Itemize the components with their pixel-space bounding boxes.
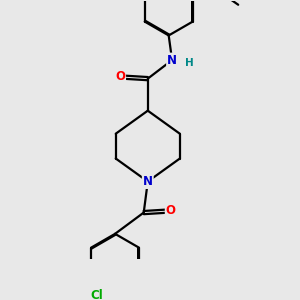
Text: N: N [143, 175, 153, 188]
Text: Cl: Cl [90, 290, 103, 300]
Text: H: H [185, 58, 194, 68]
Text: O: O [115, 70, 125, 83]
Text: N: N [167, 54, 177, 67]
Text: O: O [166, 204, 176, 218]
